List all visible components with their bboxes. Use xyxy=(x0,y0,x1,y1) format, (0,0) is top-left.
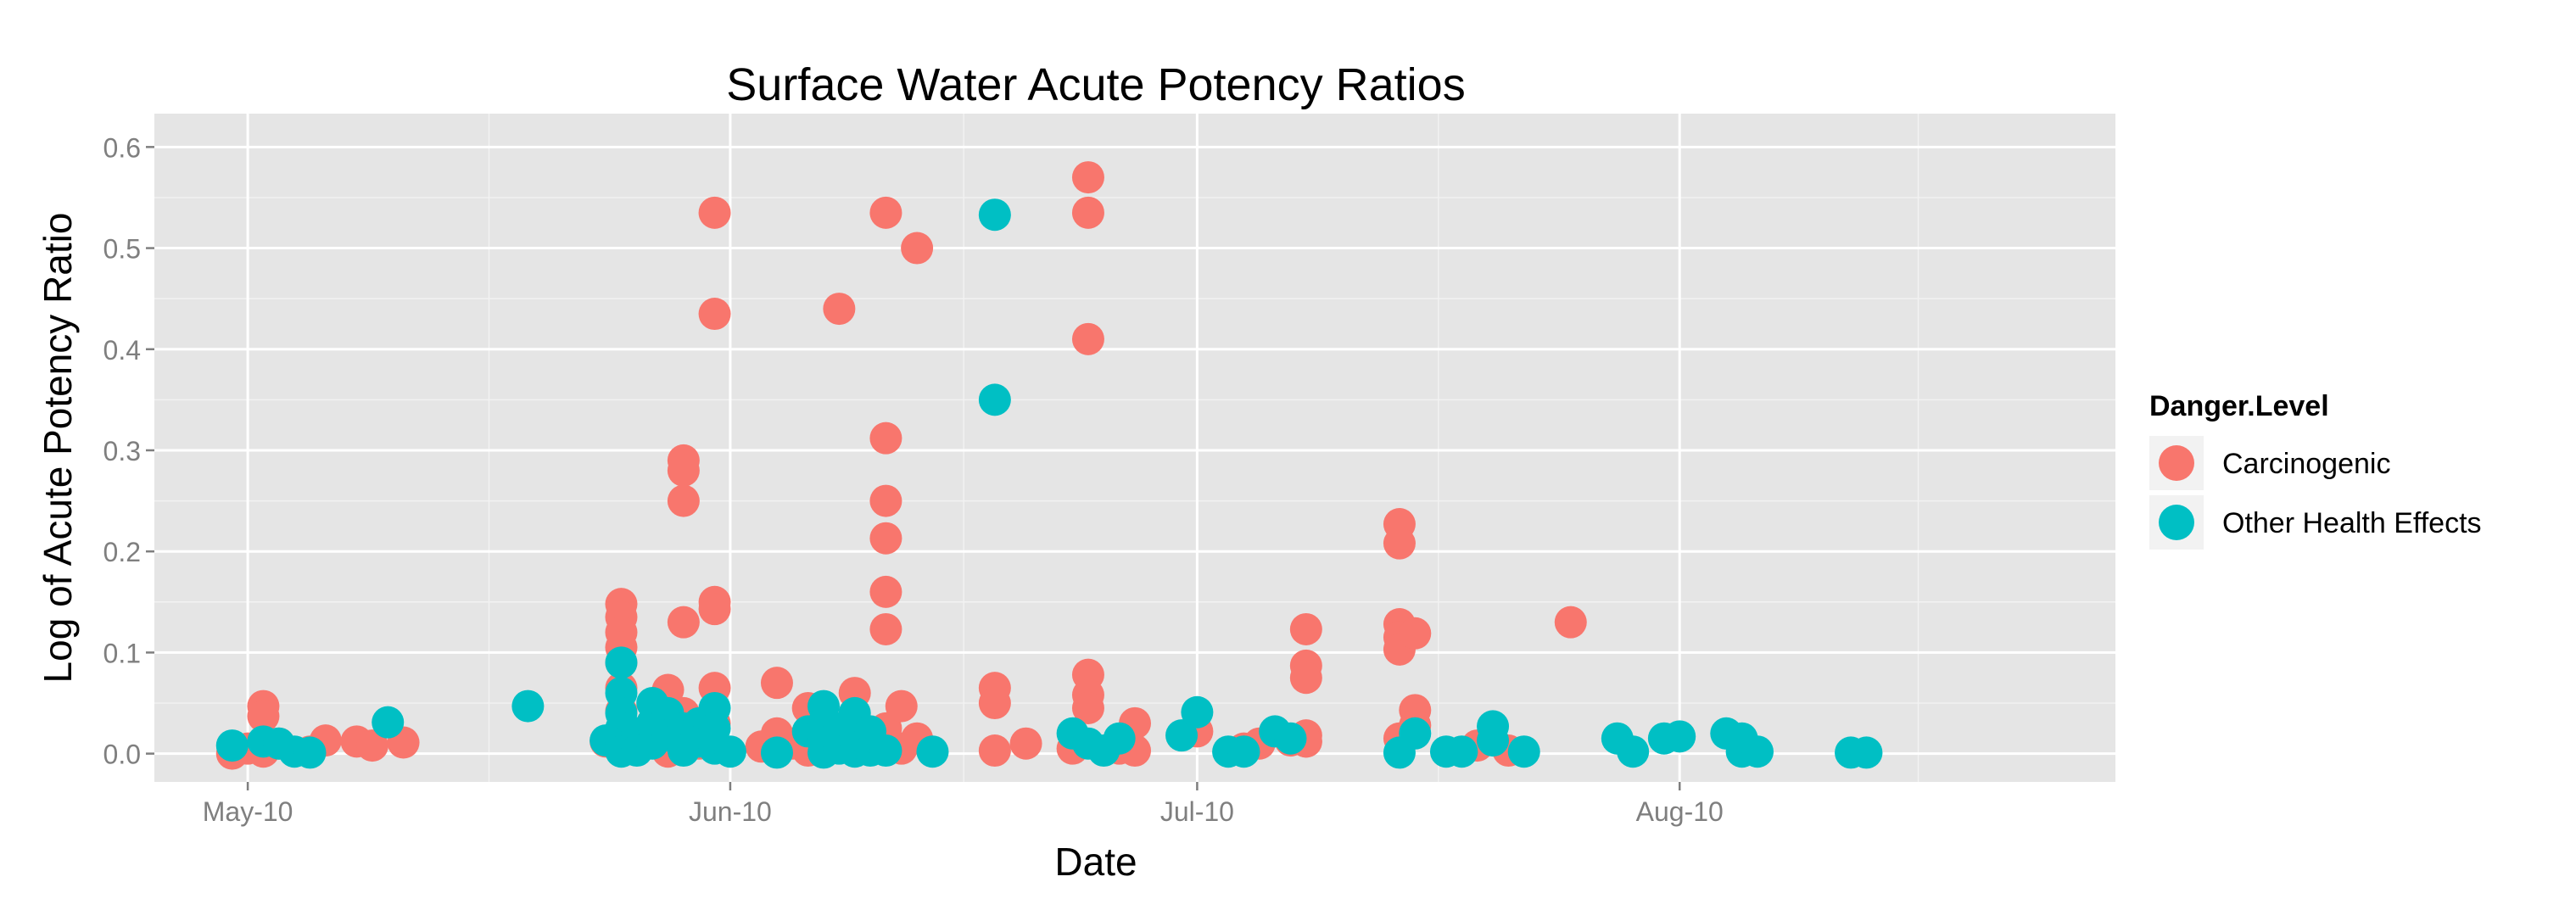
carcinogenic-point xyxy=(1071,196,1104,229)
chart-title: Surface Water Acute Potency Ratios xyxy=(726,59,1465,110)
carcinogenic-point xyxy=(1554,606,1587,639)
carcinogenic-point xyxy=(823,293,856,326)
carcinogenic-point xyxy=(1009,727,1042,760)
plot-panel xyxy=(154,114,2115,782)
other-health-effects-point xyxy=(760,736,793,769)
y-tick-label: 0.1 xyxy=(103,638,141,668)
other-health-effects-point xyxy=(372,706,405,739)
legend-title: Danger.Level xyxy=(2149,390,2329,422)
other-health-effects-point xyxy=(1850,736,1883,769)
other-health-effects-point xyxy=(511,689,545,723)
other-health-effects-point xyxy=(1663,720,1696,753)
carcinogenic-point xyxy=(667,484,700,517)
other-health-effects-point xyxy=(713,735,746,768)
carcinogenic-point xyxy=(869,522,902,555)
legend-label-carcinogenic: Carcinogenic xyxy=(2222,448,2390,480)
other-health-effects-point xyxy=(215,729,249,762)
carcinogenic-point xyxy=(698,593,731,626)
carcinogenic-point xyxy=(869,612,902,645)
x-axis-label: Date xyxy=(1054,840,1137,884)
carcinogenic-point xyxy=(355,729,388,762)
carcinogenic-swatch xyxy=(2159,445,2194,481)
other-health-effects-point xyxy=(1274,722,1307,755)
x-tick-label: Jun-10 xyxy=(689,796,772,827)
y-tick-label: 0.6 xyxy=(103,132,141,163)
carcinogenic-point xyxy=(1383,527,1416,560)
carcinogenic-point xyxy=(1071,322,1104,355)
other-health-effects-point xyxy=(978,198,1011,232)
carcinogenic-point xyxy=(247,700,280,733)
y-tick-label: 0.3 xyxy=(103,436,141,466)
other-health-effects-point xyxy=(1227,735,1260,768)
y-axis: 0.0 0.1 0.2 0.3 0.4 0.5 0.6 xyxy=(103,132,154,770)
other-health-effects-point xyxy=(1617,735,1650,768)
carcinogenic-point xyxy=(760,667,793,700)
x-tick-label: Jul-10 xyxy=(1160,796,1234,827)
carcinogenic-point xyxy=(698,298,731,331)
carcinogenic-point xyxy=(978,687,1011,720)
carcinogenic-point xyxy=(869,422,902,455)
carcinogenic-point xyxy=(869,575,902,608)
y-tick-label: 0.4 xyxy=(103,335,141,366)
carcinogenic-point xyxy=(885,689,918,723)
carcinogenic-point xyxy=(667,454,700,487)
x-tick-label: May-10 xyxy=(203,796,293,827)
x-axis: May-10 Jun-10 Jul-10 Aug-10 xyxy=(203,782,1724,827)
other-health-effects-point xyxy=(916,735,949,768)
other-health-effects-point xyxy=(605,646,638,679)
other-health-effects-point xyxy=(869,734,902,768)
other-health-effects-point xyxy=(1181,695,1214,729)
legend: Danger.Level Carcinogenic Other Health E… xyxy=(2149,390,2482,550)
minor-gridlines xyxy=(154,114,2115,782)
carcinogenic-point xyxy=(1399,617,1432,650)
other-health-effects-swatch xyxy=(2159,505,2194,540)
other-health-effects-point xyxy=(978,383,1011,416)
other-health-effects-point xyxy=(1399,717,1432,750)
carcinogenic-point xyxy=(1289,662,1322,695)
carcinogenic-point xyxy=(869,484,902,517)
carcinogenic-point xyxy=(1071,691,1104,724)
other-health-effects-point xyxy=(1165,719,1199,752)
y-axis-label: Log of Acute Potency Ratio xyxy=(36,213,80,684)
y-tick-label: 0.2 xyxy=(103,537,141,567)
other-health-effects-points xyxy=(215,198,1883,769)
legend-label-other: Other Health Effects xyxy=(2222,507,2482,539)
carcinogenic-point xyxy=(901,232,934,265)
x-tick-label: Aug-10 xyxy=(1636,796,1724,827)
other-health-effects-point xyxy=(1477,724,1510,757)
carcinogenic-point xyxy=(1289,612,1322,645)
carcinogenic-point xyxy=(667,606,700,639)
other-health-effects-point xyxy=(1445,735,1478,768)
carcinogenic-point xyxy=(869,196,902,229)
carcinogenic-point xyxy=(1071,161,1104,194)
other-health-effects-point xyxy=(293,736,327,769)
other-health-effects-point xyxy=(1103,722,1136,755)
y-tick-label: 0.0 xyxy=(103,740,141,770)
y-tick-label: 0.5 xyxy=(103,234,141,265)
carcinogenic-point xyxy=(698,196,731,229)
other-health-effects-point xyxy=(1741,735,1774,768)
other-health-effects-point xyxy=(1507,735,1540,768)
carcinogenic-point xyxy=(978,734,1011,768)
